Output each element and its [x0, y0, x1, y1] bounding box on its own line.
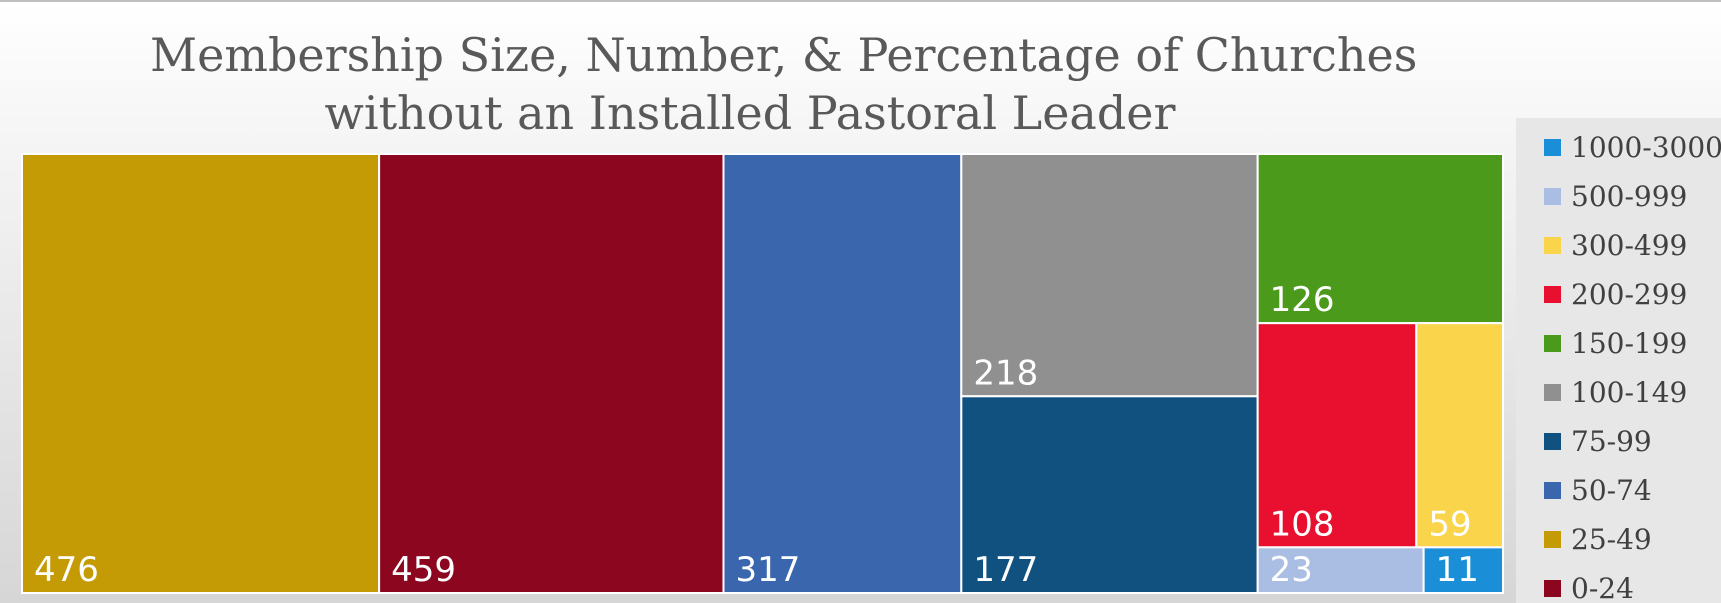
tile-value-label-1000-3000: 11: [1436, 550, 1479, 590]
legend-item: 500-999: [1544, 179, 1688, 213]
treemap-tile-1000-3000: [1422, 546, 1504, 594]
legend-label: 0-24: [1571, 571, 1634, 603]
treemap-tile-25-49: [21, 153, 381, 594]
legend-swatch: [1544, 236, 1561, 254]
legend-item: 300-499: [1544, 228, 1688, 262]
tile-value-label-150-199: 126: [1270, 280, 1335, 320]
legend-swatch: [1544, 138, 1561, 156]
legend-swatch: [1544, 334, 1561, 352]
legend-label: 500-999: [1571, 179, 1688, 213]
treemap-tile-100-149: [960, 153, 1259, 398]
legend-item: 25-49: [1544, 522, 1652, 556]
tile-value-label-75-99: 177: [973, 550, 1038, 590]
legend-label: 50-74: [1571, 473, 1652, 507]
top-rule: [0, 0, 1721, 10]
legend-item: 200-299: [1544, 277, 1688, 311]
tile-value-label-300-499: 59: [1428, 504, 1471, 544]
treemap-tile-75-99: [960, 395, 1259, 594]
legend-label: 75-99: [1571, 424, 1652, 458]
treemap-tile-500-999: [1256, 546, 1425, 594]
tile-value-label-200-299: 108: [1270, 504, 1335, 544]
chart-title-line-1: Membership Size, Number, & Percentage of…: [150, 28, 1418, 82]
treemap-tile-300-499: [1415, 322, 1505, 549]
chart-title-line-2: without an Installed Pastoral Leader: [324, 86, 1176, 140]
tile-value-label-25-49: 476: [34, 550, 99, 590]
legend-swatch: [1544, 383, 1561, 401]
legend-swatch: [1544, 481, 1561, 499]
treemap-tile-50-74: [722, 153, 963, 594]
legend-label: 1000-3000: [1571, 130, 1721, 164]
treemap-tile-150-199: [1256, 153, 1504, 325]
legend-item: 0-24: [1544, 571, 1634, 603]
legend-swatch: [1544, 187, 1561, 205]
legend-swatch: [1544, 530, 1561, 548]
legend-item: 75-99: [1544, 424, 1652, 458]
chart-legend: 1000-3000 500-999 300-499 200-299 150-199 100…: [1516, 118, 1721, 603]
treemap-tile-0-24: [378, 153, 725, 594]
tile-value-label-50-74: 317: [735, 550, 800, 590]
chart-title: Membership Size, Number, & Percentage of…: [150, 26, 1418, 142]
tile-value-label-0-24: 459: [391, 550, 456, 590]
legend-label: 100-149: [1571, 375, 1688, 409]
legend-item: 150-199: [1544, 326, 1688, 360]
legend-label: 200-299: [1571, 277, 1688, 311]
legend-swatch: [1544, 285, 1561, 303]
legend-item: 100-149: [1544, 375, 1688, 409]
legend-item: 50-74: [1544, 473, 1652, 507]
legend-label: 300-499: [1571, 228, 1688, 262]
legend-item: 1000-3000: [1544, 130, 1721, 164]
tile-value-label-500-999: 23: [1270, 550, 1313, 590]
legend-swatch: [1544, 432, 1561, 450]
tile-value-label-100-149: 218: [973, 353, 1038, 393]
legend-label: 150-199: [1571, 326, 1688, 360]
legend-swatch: [1544, 579, 1561, 597]
legend-label: 25-49: [1571, 522, 1652, 556]
